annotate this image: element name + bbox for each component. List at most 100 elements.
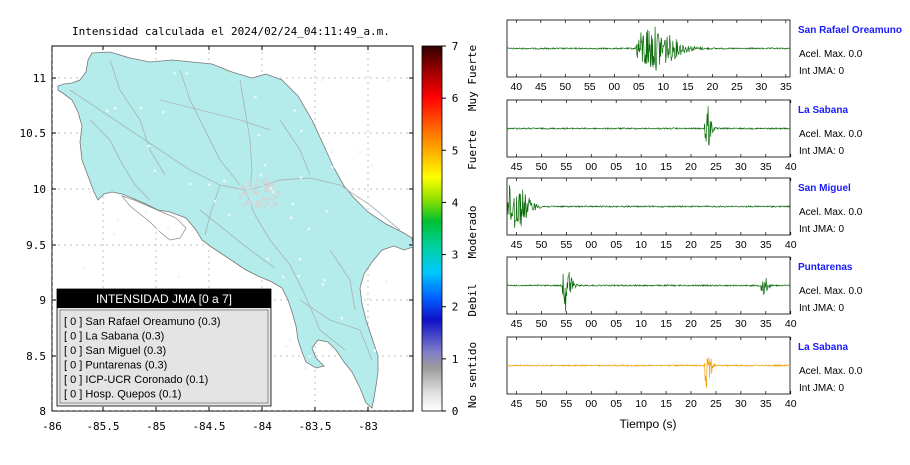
time-tick-label: 05 [633, 81, 645, 93]
legend-station-entry: [ 0 ] San Rafael Oreamuno (0.3) [64, 316, 221, 328]
time-axis-label: Tiempo (s) [620, 417, 677, 431]
jma-intensity: Int JMA: 0 [799, 383, 844, 394]
max-acceleration: Acel. Max. 0.0 [799, 207, 863, 218]
time-tick-label: 45 [511, 161, 523, 173]
time-tick-label: 50 [559, 81, 571, 93]
waveform-line [506, 357, 791, 388]
time-tick-label: 15 [660, 239, 672, 251]
latitude-tick-label: 9.5 [26, 239, 46, 252]
colorbar-gradient [421, 45, 443, 412]
legend-list-frame [59, 309, 269, 404]
time-tick-label: 30 [735, 239, 747, 251]
colorbar-tick-label: 4 [452, 196, 459, 209]
max-acceleration: Acel. Max. 0.0 [799, 286, 863, 297]
time-tick-label: 35 [760, 239, 772, 251]
time-tick-label: 05 [610, 318, 622, 330]
time-tick-label: 50 [536, 161, 548, 173]
legend-title: INTENSIDAD JMA [0 a 7] [96, 292, 232, 306]
time-tick-label: 05 [610, 161, 622, 173]
time-tick-label: 15 [660, 398, 672, 410]
map-longitude-axis: -86 -85.5 -85 -84.5 -84 -83.5 -83 [42, 46, 378, 433]
time-tick-label: 20 [685, 318, 697, 330]
legend-station-entry: [ 0 ] Hosp. Quepos (0.1) [64, 389, 181, 401]
time-tick-label: 55 [560, 239, 572, 251]
longitude-tick-label: -85.5 [86, 420, 119, 433]
max-acceleration: Acel. Max. 0.0 [799, 49, 863, 60]
waveform-line [506, 272, 791, 312]
time-tick-label: 40 [785, 161, 797, 173]
colorbar-tick-label: 1 [452, 353, 459, 366]
trace-frame [506, 177, 791, 236]
station-name: La Sabana [798, 342, 848, 353]
jma-intensity: Int JMA: 0 [799, 303, 844, 314]
time-tick-label: 10 [635, 161, 647, 173]
station-name: La Sabana [798, 105, 848, 116]
legend-items: [ 0 ] San Rafael Oreamuno (0.3) [ 0 ] La … [64, 316, 221, 401]
time-tick-label: 20 [685, 161, 697, 173]
seismogram-panel: 45 50 55 00 05 10 15 20 25 30 35 40 Puntarenas Acel. … [506, 256, 863, 330]
station-name: San Miguel [798, 183, 851, 194]
time-tick-label: 15 [660, 161, 672, 173]
latitude-tick-label: 10.5 [20, 127, 47, 140]
time-tick-label: 30 [735, 318, 747, 330]
colorbar-tick-label: 2 [452, 301, 459, 314]
time-tick-label: 30 [735, 398, 747, 410]
waveform-line [506, 106, 790, 146]
latitude-tick-label: 9 [39, 294, 46, 307]
time-tick-label: 25 [710, 239, 722, 251]
longitude-tick-label: -84.5 [192, 420, 225, 433]
colorbar-tick-label: 6 [452, 92, 459, 105]
latitude-tick-label: 10 [33, 183, 46, 196]
waveform-line [506, 185, 790, 228]
time-tick-label: 35 [760, 161, 772, 173]
time-tick-label: 25 [710, 318, 722, 330]
legend-station-entry: [ 0 ] La Sabana (0.3) [64, 331, 164, 343]
time-tick-label: 00 [585, 161, 597, 173]
time-tick-label: 20 [685, 239, 697, 251]
longitude-tick-label: -83 [358, 420, 378, 433]
time-tick-label: 10 [657, 81, 669, 93]
longitude-tick-label: -85 [146, 420, 166, 433]
colorbar-intensity-label: Debil [466, 283, 479, 316]
time-tick-label: 15 [682, 81, 694, 93]
time-tick-label: 10 [635, 318, 647, 330]
colorbar-tick-label: 5 [452, 144, 459, 157]
map-title: Intensidad calculada el 2024/02/24_04:11… [72, 25, 390, 38]
seismogram-panels: 40 45 50 55 00 05 10 15 20 25 30 35 San Rafael Oream… [506, 19, 902, 410]
time-tick-label: 30 [735, 161, 747, 173]
latitude-tick-label: 11 [33, 72, 46, 85]
colorbar-tick-label: 0 [452, 405, 459, 418]
time-tick-label: 45 [511, 318, 523, 330]
legend-station-entry: [ 0 ] ICP-UCR Coronado (0.1) [64, 374, 208, 386]
latitude-tick-label: 8 [39, 405, 46, 418]
time-tick-label: 35 [760, 318, 772, 330]
latitude-tick-label: 8.5 [26, 350, 46, 363]
longitude-tick-label: -83.5 [298, 420, 331, 433]
jma-intensity: Int JMA: 0 [799, 224, 844, 235]
colorbar-intensity-label: Moderado [466, 206, 479, 259]
time-tick-label: 30 [755, 81, 767, 93]
seismogram-panel: 45 50 55 00 05 10 15 20 25 30 35 40 San Miguel Acel. … [506, 177, 863, 251]
legend-station-entry: [ 0 ] Puntarenas (0.3) [64, 360, 167, 372]
legend-header [57, 289, 271, 308]
time-tick-label: 55 [560, 161, 572, 173]
time-tick-label: 40 [785, 398, 797, 410]
max-acceleration: Acel. Max. 0.0 [799, 366, 863, 377]
time-tick-label: 00 [608, 81, 620, 93]
colorbar-intensity-label: Muy Fuerte [466, 45, 479, 111]
time-tick-label: 55 [584, 81, 596, 93]
time-tick-label: 40 [785, 318, 797, 330]
jma-intensity: Int JMA: 0 [799, 66, 844, 77]
time-tick-label: 45 [535, 81, 547, 93]
time-tick-label: 20 [706, 81, 718, 93]
time-tick-label: 05 [610, 239, 622, 251]
time-tick-label: 55 [560, 398, 572, 410]
time-tick-label: 40 [510, 81, 522, 93]
colorbar-ticks: 7 6 5 4 3 2 1 0 [442, 40, 459, 418]
colorbar-tick-label: 3 [452, 249, 459, 262]
intensity-legend: INTENSIDAD JMA [0 a 7] [ 0 ] San Rafael … [56, 288, 272, 407]
time-tick-label: 25 [731, 81, 743, 93]
intensity-colorbar: 7 6 5 4 3 2 1 0 Muy Fuerte Fuerte Moderado Debil No… [421, 40, 479, 418]
